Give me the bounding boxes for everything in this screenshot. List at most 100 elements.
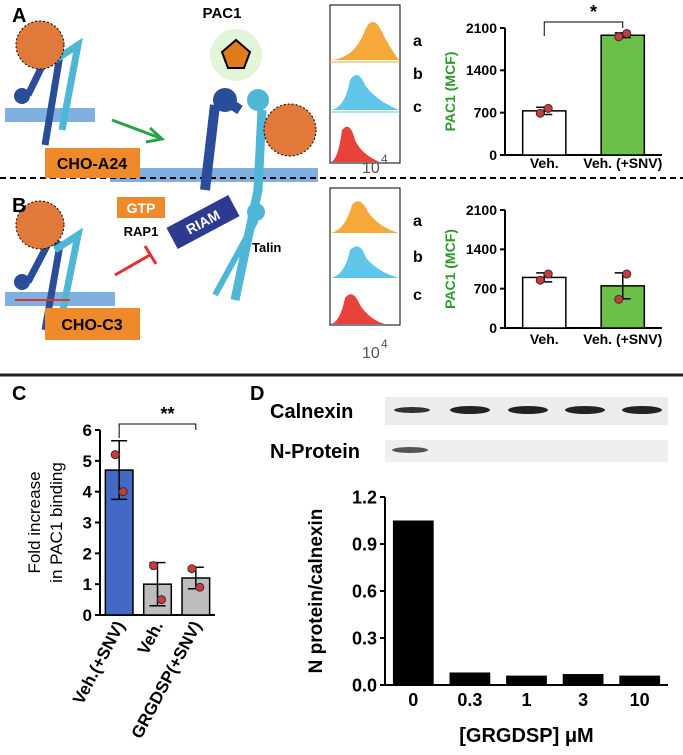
integrin-head (14, 274, 30, 290)
bar (506, 675, 547, 685)
panel-label: C (12, 383, 26, 405)
sig-bracket (118, 423, 197, 438)
y-axis-label: PAC1 (MCF) (442, 52, 458, 132)
flow-axis-exp: 4 (381, 152, 388, 166)
band (394, 407, 430, 413)
x-tick-label: Veh.(+SNV) (69, 618, 129, 707)
x-tick-label: Veh. (530, 155, 559, 171)
histogram (331, 21, 399, 60)
y-tick-label: 0.3 (352, 628, 377, 648)
flow-label: c (413, 99, 422, 116)
y-tick-label: 0.6 (352, 581, 377, 601)
bar (449, 672, 491, 685)
data-point (157, 595, 166, 605)
flow-label: c (413, 287, 422, 304)
x-tick-label: 3 (578, 690, 588, 710)
sig-bracket (543, 21, 624, 36)
bar (521, 110, 567, 156)
pac1-label: PAC1 (203, 5, 242, 22)
data-point (118, 487, 128, 497)
band (450, 406, 490, 414)
y-axis-label: Fold increase (25, 471, 44, 573)
flow-box (329, 4, 401, 164)
talin-label: Talin (252, 240, 281, 255)
talin (212, 218, 259, 297)
integrin-head (247, 89, 269, 111)
band (508, 406, 548, 414)
y-tick-label: 3 (83, 513, 92, 532)
y-tick-label: 1 (83, 575, 92, 594)
x-tick-label: Veh. (530, 331, 559, 347)
talin-head (247, 203, 265, 221)
data-point (622, 28, 632, 38)
x-tick-label: Veh. (+SNV) (583, 331, 662, 347)
x-tick-label: 0 (408, 690, 418, 710)
y-axis-label: in PAC1 binding (47, 462, 66, 583)
flow-label: a (413, 33, 422, 50)
schematic: A B C D PAC1 CHO-A24 CHO-C3 GTP RAP1 RIA… (0, 5, 683, 405)
y-tick-label: 0.9 (352, 534, 377, 554)
bar (392, 520, 434, 685)
cell-box (45, 308, 140, 340)
panel-label: B (12, 195, 26, 217)
sig-label: ** (160, 404, 174, 424)
flow-label: b (413, 249, 423, 266)
flow-axis: 10 (362, 160, 380, 177)
x-axis-label: [GRGDSP] μM (459, 725, 593, 747)
bar (619, 675, 661, 685)
x-tick-label: GRGDSP(+SNV) (128, 618, 206, 742)
y-axis-label: N protein/calnexin (306, 509, 327, 674)
virus (15, 200, 65, 250)
rap1-label: RAP1 (124, 224, 159, 239)
flow-axis-exp: 4 (381, 337, 388, 351)
flow-axis: 10 (362, 345, 380, 362)
x-tick-label: Veh. (+SNV) (583, 155, 662, 171)
y-tick-label: 4 (83, 483, 93, 502)
y-tick-label: 2100 (466, 20, 497, 36)
flow-panels: a b c a b c 10 4 10 4 (329, 4, 423, 362)
y-tick-label: 1400 (466, 62, 497, 78)
inhibit (114, 245, 158, 277)
blot-label: Calnexin (270, 401, 353, 423)
membrane (110, 168, 318, 182)
bar (521, 276, 567, 329)
x-tick-label: 1 (521, 690, 531, 710)
bar (562, 674, 604, 685)
y-tick-label: 2 (83, 544, 92, 563)
arrow (145, 126, 166, 144)
antibody (220, 38, 252, 69)
y-tick-label: 0 (83, 606, 92, 625)
cell-box (45, 148, 140, 178)
data-point (535, 108, 545, 118)
data-point (543, 269, 553, 279)
data-point (622, 269, 632, 279)
bar (600, 34, 646, 156)
data-point (543, 103, 553, 113)
cell-label: CHO-A24 (57, 156, 127, 173)
panel-label: D (250, 383, 264, 405)
y-tick-label: 5 (83, 452, 92, 471)
data-point (110, 450, 120, 460)
blots: Calnexin N-Protein (270, 397, 668, 463)
histogram (331, 126, 380, 162)
panel-label: A (12, 5, 26, 27)
y-tick-label: 700 (474, 105, 498, 121)
y-tick-label: 1.2 (352, 487, 377, 507)
y-tick-label: 2100 (466, 202, 497, 218)
data-point (195, 582, 205, 592)
data-point (187, 564, 197, 574)
riam-box (166, 194, 240, 250)
virus (15, 20, 65, 70)
flow-box (329, 187, 401, 326)
histogram (331, 294, 385, 324)
histogram (331, 201, 399, 233)
x-tick-label: 10 (630, 690, 650, 710)
y-tick-label: 0 (489, 147, 497, 163)
gtp-box (117, 197, 165, 218)
y-tick-label: 700 (474, 281, 498, 297)
arrow (111, 118, 161, 140)
y-tick-label: 6 (83, 421, 92, 440)
band (392, 447, 428, 453)
band (622, 406, 662, 414)
